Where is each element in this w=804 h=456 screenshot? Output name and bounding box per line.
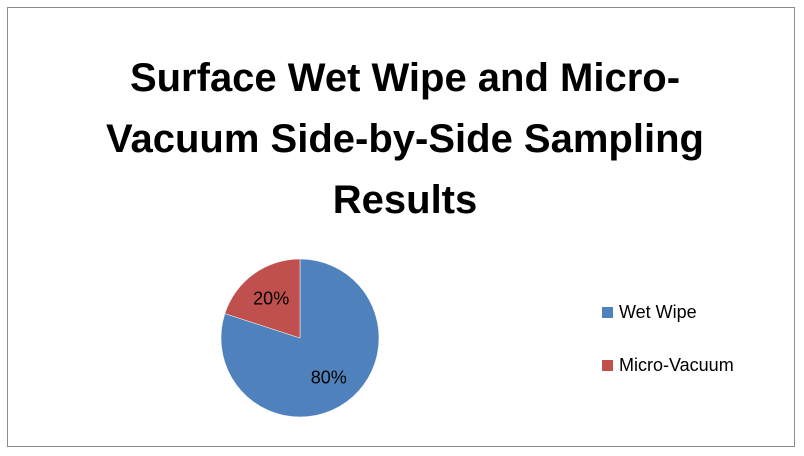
legend-swatch-wet-wipe: [602, 306, 613, 318]
legend-item-micro-vacuum: Micro-Vacuum: [602, 355, 734, 375]
legend-item-wet-wipe: Wet Wipe: [602, 302, 734, 322]
data-label-micro-vacuum: 20%: [253, 288, 289, 308]
chart-frame: [7, 7, 795, 447]
legend-label-wet-wipe: Wet Wipe: [619, 301, 697, 322]
legend: Wet Wipe Micro-Vacuum: [602, 302, 734, 408]
chart-title: Surface Wet Wipe and Micro-Vacuum Side-b…: [106, 56, 704, 222]
legend-swatch-micro-vacuum: [602, 359, 613, 371]
data-label-wet-wipe: 80%: [311, 368, 347, 388]
legend-label-micro-vacuum: Micro-Vacuum: [619, 354, 734, 375]
pie-slice-micro-vacuum: [224, 258, 301, 339]
